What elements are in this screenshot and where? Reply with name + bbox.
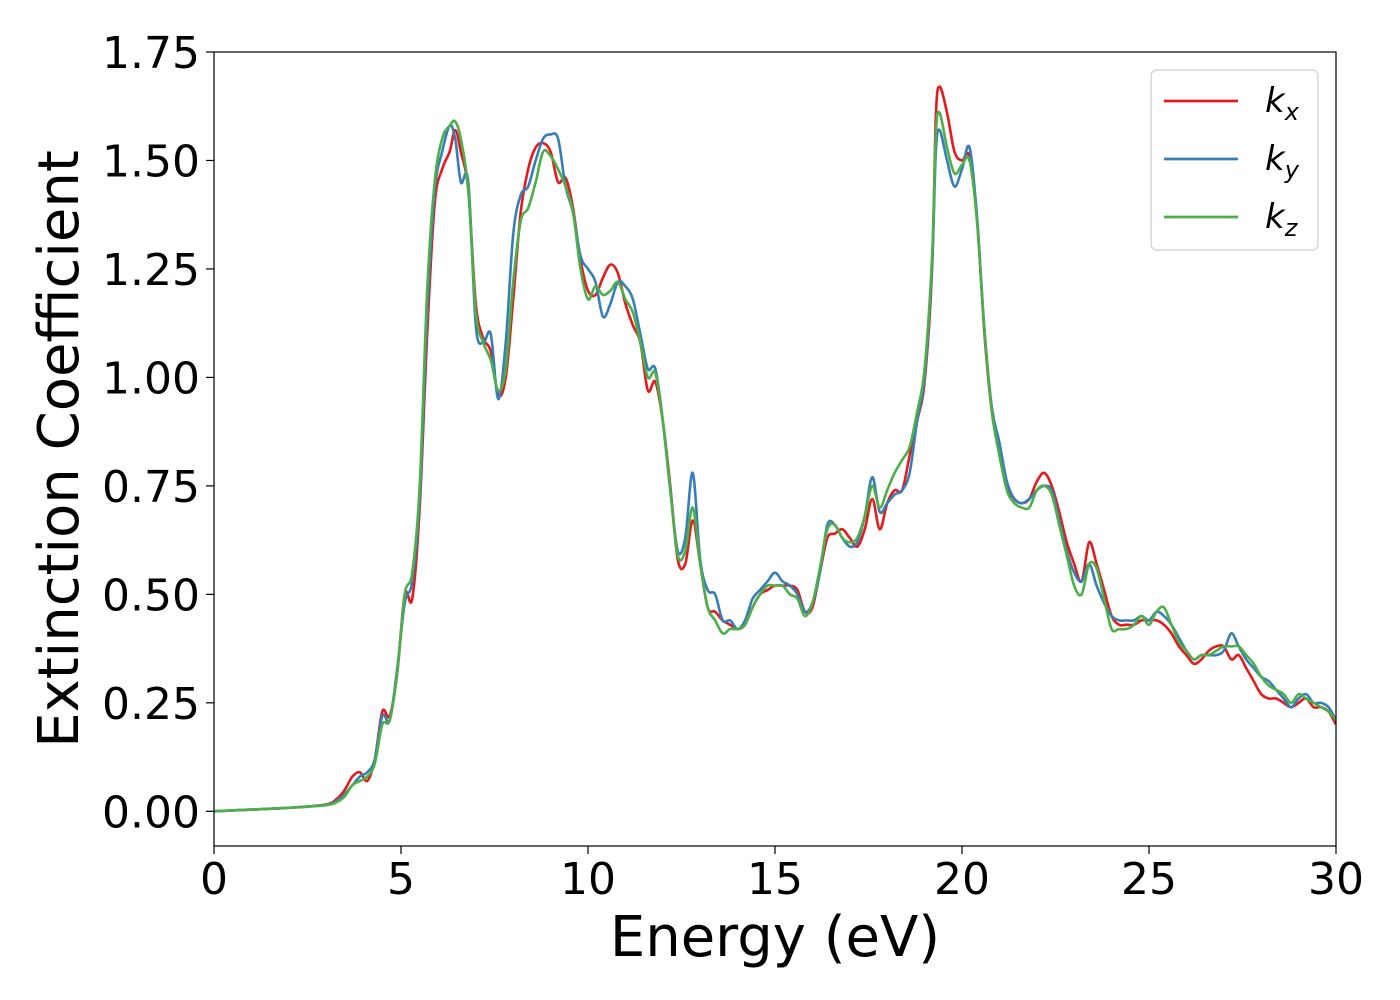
legend-label-x: kx bbox=[1265, 81, 1300, 126]
legend-label-y: ky bbox=[1265, 139, 1300, 184]
y-tick-label: 0.50 bbox=[102, 570, 200, 621]
x-tick-label: 20 bbox=[934, 854, 990, 905]
y-tick-label: 0.75 bbox=[102, 462, 200, 513]
y-tick-label: 1.25 bbox=[102, 245, 200, 296]
series-layer bbox=[214, 85, 1336, 813]
x-tick-label: 30 bbox=[1308, 854, 1364, 905]
x-tick-label: 25 bbox=[1121, 854, 1177, 905]
legend: kx ky kz bbox=[1150, 69, 1319, 251]
x-axis-label: Energy (eV) bbox=[610, 905, 940, 970]
y-tick-label: 0.25 bbox=[102, 679, 200, 730]
series-line-z bbox=[214, 110, 1336, 813]
ticks-layer: 0 5 10 15 20 25 30 0.00 0.25 0.50 0.75 1.00 1.25 1.50… bbox=[102, 28, 1364, 905]
x-tick-label: 5 bbox=[387, 854, 415, 905]
x-tick-label: 0 bbox=[200, 854, 228, 905]
y-tick-label: 0.00 bbox=[102, 787, 200, 838]
x-tick-label: 10 bbox=[560, 854, 616, 905]
y-tick-label: 1.75 bbox=[102, 28, 200, 79]
x-tick-label: 15 bbox=[747, 854, 803, 905]
y-tick-label: 1.00 bbox=[102, 353, 200, 404]
legend-label-z: kz bbox=[1265, 197, 1299, 242]
y-tick-label: 1.50 bbox=[102, 136, 200, 187]
y-axis-label: Extinction Coefficient bbox=[27, 150, 92, 748]
